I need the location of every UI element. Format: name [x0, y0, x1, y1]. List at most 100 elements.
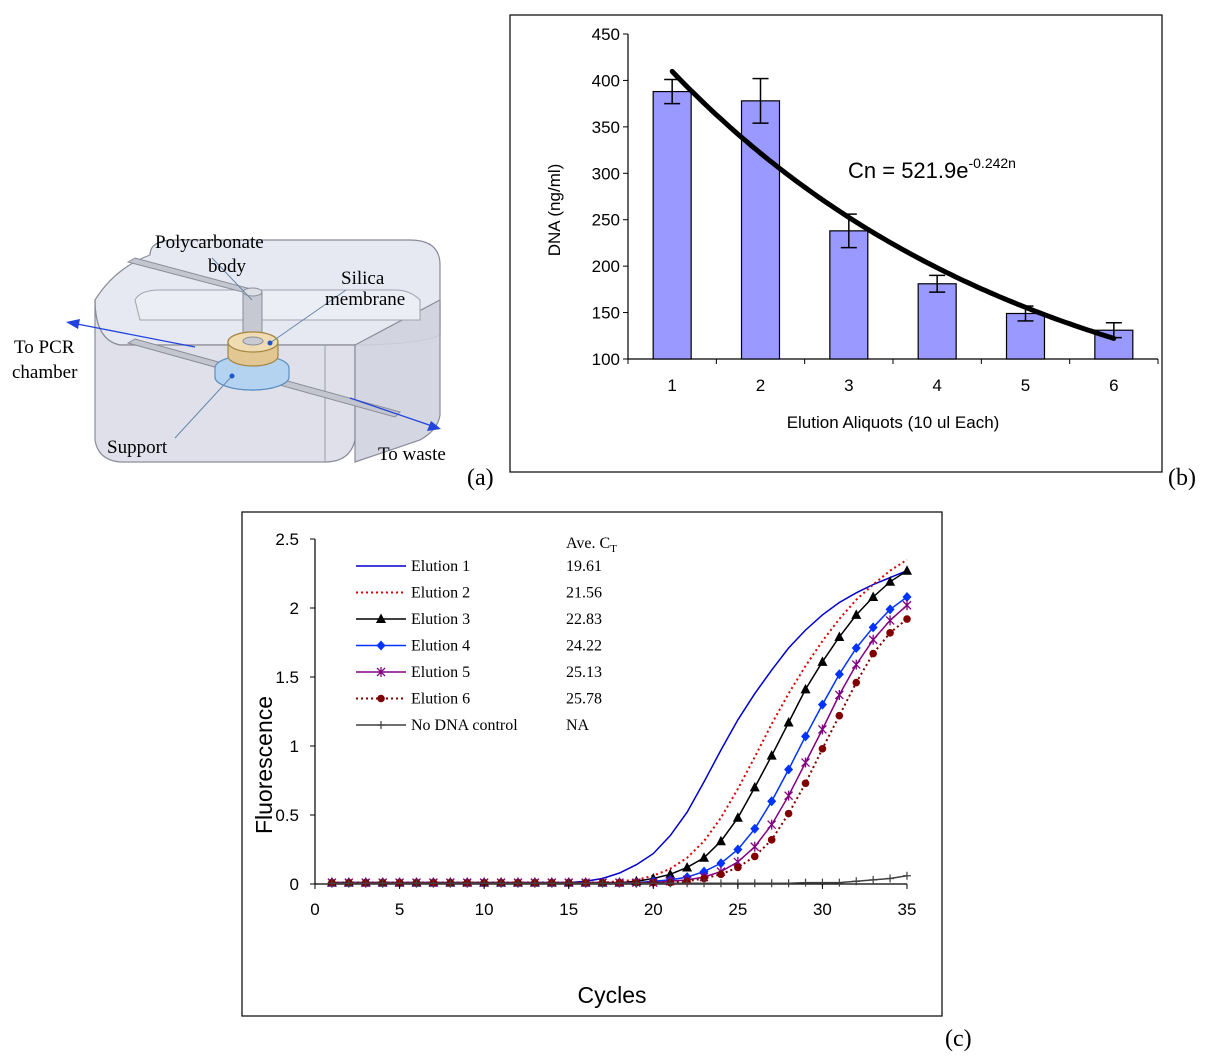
- chart-c-marker-asterisk: [376, 667, 386, 677]
- device-illustration: Polycarbonate body Silica membrane To PC…: [12, 232, 494, 491]
- chart-b-ytick-label: 250: [592, 211, 620, 230]
- chart-c-ytick-label: 0.5: [275, 806, 299, 825]
- panel-letter-b: (b): [1168, 465, 1196, 491]
- chart-c-marker-circle: [377, 694, 385, 703]
- leader-dot-silica: [267, 340, 273, 346]
- chart-c-xlabel: Cycles: [577, 982, 646, 1008]
- chart-c-marker-circle: [717, 870, 725, 879]
- chart-c-marker-plus: [378, 879, 387, 888]
- chart-c-xtick-label: 30: [813, 900, 832, 919]
- chart-c-marker-plus: [784, 879, 793, 888]
- chart-b-equation: Cn = 521.9e-0.242n: [848, 155, 1016, 183]
- chart-c-ytick-label: 2.5: [275, 530, 299, 549]
- chart-c-marker-circle: [852, 678, 861, 687]
- chart-b-bar: [917, 283, 957, 360]
- chart-c-series: [326, 558, 912, 888]
- legend-ct-value: 22.83: [566, 611, 602, 628]
- chart-b-xtick-label: 5: [1021, 376, 1030, 395]
- chart-b-ytick-label: 300: [592, 164, 620, 183]
- chart-c-marker-plus: [632, 879, 641, 888]
- chart-c-marker-circle: [767, 836, 776, 844]
- chart-c-marker-plus: [666, 879, 675, 888]
- chart-c-marker-plus: [835, 878, 844, 887]
- chart-c-marker-circle: [700, 874, 708, 883]
- chart-c-ytick-label: 1.5: [275, 668, 299, 687]
- chart-b-bar: [829, 230, 869, 360]
- line-chart-panel: 0 0.5 1 1.5 2 2.5 0 5 10 15 20 25 30 35 Ave. CT Eluti…: [241, 511, 972, 1052]
- legend-ct-value: 24.22: [566, 638, 602, 655]
- chart-c-marker-triangle: [376, 613, 386, 623]
- panel-letter-a: (a): [467, 465, 494, 491]
- legend-label: Elution 5: [411, 664, 470, 681]
- chart-c-marker-circle: [750, 852, 759, 861]
- chart-c-marker-circle: [869, 649, 877, 658]
- chart-c-marker-plus: [767, 879, 776, 888]
- chart-c-marker-diamond: [750, 823, 760, 834]
- chart-c-marker-asterisk: [750, 841, 760, 852]
- legend-ct-value: 25.13: [566, 664, 602, 681]
- chart-c-marker-triangle: [834, 631, 845, 641]
- chart-c-marker-diamond: [767, 796, 777, 807]
- chart-c-marker-triangle: [665, 868, 676, 879]
- chart-c-marker-plus: [446, 879, 455, 888]
- tube-top: [242, 287, 263, 297]
- chart-c-marker-asterisk: [801, 757, 810, 768]
- device-cavity: [134, 289, 421, 321]
- label-silica-1: Silica: [341, 268, 385, 289]
- chart-b-xlabel: Elution Aliquots (10 ul Each): [787, 413, 1000, 432]
- panel-letter-c: (c): [945, 1026, 972, 1052]
- chart-c-marker-plus: [377, 721, 385, 729]
- label-polycarbonate-1: Polycarbonate: [155, 232, 264, 253]
- chart-c-marker-circle: [903, 615, 911, 623]
- chart-c-marker-plus: [530, 879, 539, 888]
- chart-c-marker-plus: [327, 879, 336, 888]
- chart-c-marker-asterisk: [817, 724, 827, 735]
- chart-c-marker-plus: [581, 879, 590, 888]
- chart-c-marker-triangle: [699, 852, 710, 862]
- chart-c-marker-plus: [429, 879, 438, 888]
- equation-base: Cn = 521.9e: [848, 158, 968, 183]
- label-to-pcr-2: chamber: [12, 362, 78, 383]
- chart-c-marker-triangle: [851, 609, 862, 619]
- chart-b-ytick-label: 100: [592, 350, 620, 369]
- chart-c-marker-triangle: [682, 861, 693, 872]
- chart-c-marker-diamond: [801, 731, 811, 742]
- leader-support: [174, 375, 233, 439]
- chart-c-marker-diamond: [733, 844, 743, 855]
- chart-c-ytick-label: 0: [290, 875, 299, 894]
- chart-c-marker-diamond: [817, 699, 827, 710]
- chart-c-marker-plus: [716, 879, 725, 888]
- chart-c-marker-plus: [683, 879, 692, 888]
- chart-c-xtick-label: 35: [898, 900, 917, 919]
- chart-c-marker-diamond: [885, 604, 895, 615]
- legend-ct-value: NA: [566, 717, 590, 734]
- chart-c-marker-plus: [344, 879, 353, 888]
- legend-label: Elution 2: [411, 585, 470, 602]
- legend-header: Ave. CT: [566, 535, 617, 555]
- bar-chart-panel: 100 150 200 250 300 350 400 450 1 2 3 4 5 6 Cn = 521.…: [509, 14, 1196, 491]
- membrane-tube-opening: [242, 336, 264, 346]
- arrow-to-waste-head: [427, 421, 441, 431]
- chart-c-marker-triangle: [902, 565, 912, 575]
- legend-label: No DNA control: [411, 717, 518, 734]
- chart-c-marker-plus: [700, 879, 709, 888]
- chart-b-fit: [669, 68, 1117, 341]
- chart-c-marker-circle: [734, 863, 742, 872]
- chart-c-marker-triangle: [715, 835, 726, 846]
- chart-c-marker-diamond: [902, 591, 912, 602]
- chart-c-marker-plus: [361, 879, 370, 888]
- chart-c-marker-asterisk: [834, 689, 844, 700]
- chart-c-xtick-label: 15: [559, 900, 578, 919]
- chart-c-marker-asterisk: [868, 634, 878, 645]
- label-support: Support: [107, 437, 168, 458]
- chart-c-xtick-label: 20: [644, 900, 663, 919]
- leader-polycarbonate: [211, 257, 253, 301]
- label-silica-2: membrane: [325, 289, 405, 310]
- legend-label: Elution 6: [411, 691, 470, 708]
- chart-c-marker-plus: [615, 879, 624, 888]
- chart-c-marker-circle: [818, 744, 827, 753]
- chart-b-ytick-label: 350: [592, 118, 620, 137]
- legend-ct-value: 19.61: [566, 558, 602, 575]
- chart-b-xtick-label: 6: [1109, 376, 1118, 395]
- chart-c-ticks: 0 0.5 1 1.5 2 2.5 0 5 10 15 20 25 30 35: [275, 530, 916, 919]
